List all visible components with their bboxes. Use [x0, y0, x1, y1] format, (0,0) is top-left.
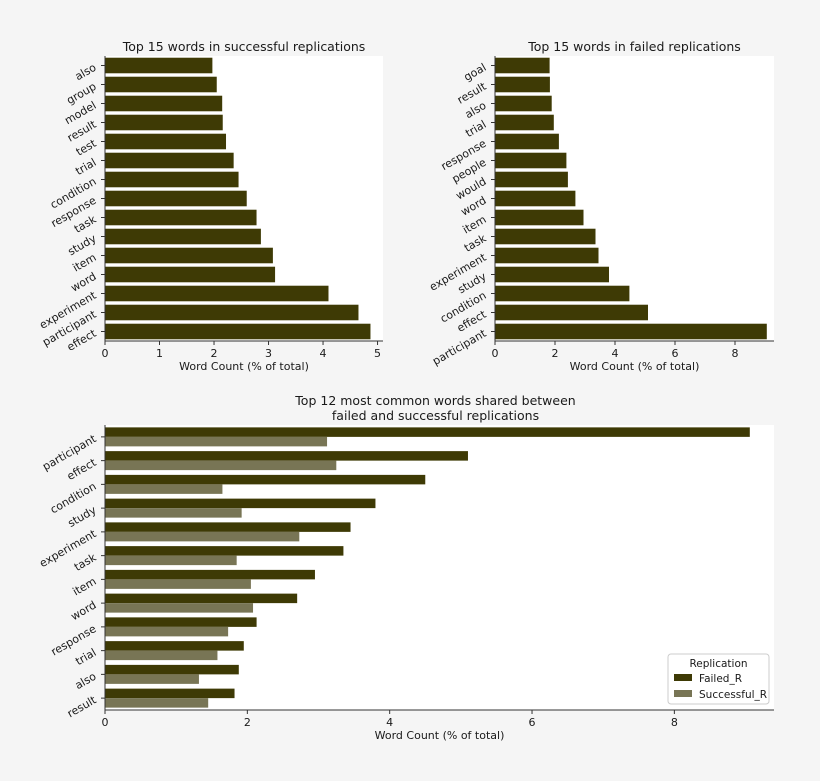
- shared-chart-bar-Failed_R-item: [105, 569, 315, 580]
- shared-chart-bar-Successful_R-trial: [105, 650, 218, 661]
- successful-chart-bar-response: [105, 190, 247, 207]
- shared-chart-title-line-2: failed and successful replications: [332, 408, 539, 423]
- shared-chart-category-label-trial: trial: [73, 646, 98, 668]
- shared-chart-legend-label-Successful_R: Successful_R: [699, 689, 767, 701]
- successful-chart-bar-participant: [105, 304, 359, 321]
- shared-chart-bar-Failed_R-result: [105, 688, 235, 699]
- successful-chart-x-tick-label: 3: [265, 347, 272, 360]
- shared-chart-legend-label-Failed_R: Failed_R: [699, 673, 742, 685]
- failed-chart-title: Top 15 words in failed replications: [527, 39, 741, 54]
- failed-chart-bar-experiment: [495, 247, 599, 264]
- successful-chart-title: Top 15 words in successful replications: [122, 39, 366, 54]
- successful-chart-bar-model: [105, 95, 223, 112]
- successful-chart-bar-task: [105, 209, 257, 226]
- shared-chart-legend-swatch-Successful_R: [674, 690, 692, 697]
- shared-chart-legend-title: Replication: [689, 658, 747, 670]
- failed-chart-x-tick-label: 8: [732, 347, 739, 360]
- shared-chart-x-tick-label: 6: [529, 716, 536, 729]
- successful-chart-x-tick-label: 0: [102, 347, 109, 360]
- successful-chart-bar-group: [105, 76, 217, 93]
- successful-chart-bar-trial: [105, 152, 234, 169]
- shared-chart-bar-Successful_R-experiment: [105, 531, 300, 542]
- shared-chart-bar-Failed_R-word: [105, 593, 298, 604]
- successful-chart-bar-experiment: [105, 285, 329, 302]
- failed-chart-bar-participant: [495, 323, 767, 340]
- failed-chart-x-tick-label: 4: [612, 347, 619, 360]
- shared-chart-title-line-1: Top 12 most common words shared between: [294, 393, 575, 408]
- failed-chart-x-axis-label: Word Count (% of total): [570, 360, 700, 373]
- failed-chart-x-tick-label: 6: [672, 347, 679, 360]
- shared-chart-x-tick-label: 0: [102, 716, 109, 729]
- shared-chart-category-label-also: also: [73, 670, 99, 693]
- successful-chart-bar-item: [105, 247, 273, 264]
- failed-chart-bar-people: [495, 152, 567, 169]
- shared-chart-bar-Successful_R-item: [105, 579, 251, 589]
- shared-chart-category-label-study: study: [66, 503, 99, 530]
- failed-chart-bar-word: [495, 190, 576, 207]
- shared-chart-bar-Failed_R-experiment: [105, 522, 351, 532]
- failed-chart-bar-effect: [495, 304, 648, 321]
- failed-chart-bar-result: [495, 76, 550, 93]
- failed-chart-bar-would: [495, 171, 568, 188]
- failed-chart-bar-response: [495, 133, 559, 150]
- successful-chart-category-label-trial: trial: [73, 156, 98, 178]
- failed-chart-category-label-trial: trial: [463, 118, 488, 140]
- shared-chart-bar-Successful_R-participant: [105, 436, 328, 447]
- shared-chart-bar-Failed_R-study: [105, 498, 376, 509]
- shared-chart-bar-Successful_R-task: [105, 555, 237, 566]
- shared-chart-bar-Failed_R-response: [105, 617, 257, 627]
- successful-chart-category-label-word: word: [69, 270, 99, 295]
- shared-chart-bar-Successful_R-study: [105, 508, 242, 518]
- shared-chart-category-label-word: word: [69, 598, 99, 623]
- failed-chart-bar-also: [495, 95, 552, 112]
- successful-chart-bar-condition: [105, 171, 239, 188]
- shared-chart-category-label-result: result: [65, 693, 99, 720]
- shared-chart-x-axis-label: Word Count (% of total): [375, 729, 505, 742]
- failed-chart-bar-study: [495, 266, 609, 283]
- shared-chart-bar-Failed_R-effect: [105, 451, 468, 461]
- successful-chart-x-tick-label: 4: [320, 347, 327, 360]
- failed-chart-bar-goal: [495, 57, 550, 74]
- failed-chart-bar-condition: [495, 285, 630, 302]
- shared-chart-category-label-task: task: [72, 551, 99, 574]
- failed-chart-bar-item: [495, 209, 584, 226]
- shared-chart-x-tick-label: 4: [386, 716, 393, 729]
- failed-chart-x-tick-label: 2: [552, 347, 559, 360]
- successful-chart-bar-effect: [105, 323, 371, 340]
- shared-chart-category-label-item: item: [70, 575, 98, 599]
- successful-chart-x-tick-label: 5: [374, 347, 381, 360]
- shared-chart-bar-Failed_R-condition: [105, 474, 426, 485]
- successful-chart-category-label-also: also: [73, 61, 99, 84]
- successful-chart-bar-result: [105, 114, 223, 131]
- successful-chart-x-tick-label: 2: [211, 347, 218, 360]
- shared-chart-legend-swatch-Failed_R: [674, 674, 692, 681]
- shared-chart-bar-Successful_R-also: [105, 674, 199, 684]
- successful-chart-x-axis-label: Word Count (% of total): [179, 360, 309, 373]
- successful-chart-x-tick-label: 1: [156, 347, 163, 360]
- shared-chart-bar-Successful_R-effect: [105, 460, 337, 471]
- successful-chart-bar-word: [105, 266, 276, 283]
- failed-chart-x-tick-label: 0: [492, 347, 499, 360]
- shared-chart-bar-Failed_R-task: [105, 546, 344, 556]
- shared-chart-bar-Successful_R-word: [105, 603, 254, 613]
- shared-chart-bar-Failed_R-trial: [105, 641, 244, 651]
- successful-chart-bar-study: [105, 228, 261, 245]
- shared-chart-legend: [667, 653, 770, 705]
- successful-chart-bar-also: [105, 57, 213, 74]
- shared-chart-x-tick-label: 2: [244, 716, 251, 729]
- shared-chart-bar-Failed_R-also: [105, 664, 239, 675]
- shared-chart-bar-Failed_R-participant: [105, 427, 750, 437]
- shared-chart-bar-Successful_R-condition: [105, 484, 223, 494]
- shared-chart-bar-Successful_R-result: [105, 698, 209, 708]
- failed-chart-bar-task: [495, 228, 596, 245]
- shared-chart-bar-Successful_R-response: [105, 626, 229, 637]
- failed-chart-bar-trial: [495, 114, 554, 131]
- shared-chart-x-tick-label: 8: [671, 716, 678, 729]
- failed-chart-category-label-goal: goal: [462, 61, 489, 84]
- shared-chart-plot-area: [105, 425, 774, 710]
- successful-chart-bar-test: [105, 133, 227, 150]
